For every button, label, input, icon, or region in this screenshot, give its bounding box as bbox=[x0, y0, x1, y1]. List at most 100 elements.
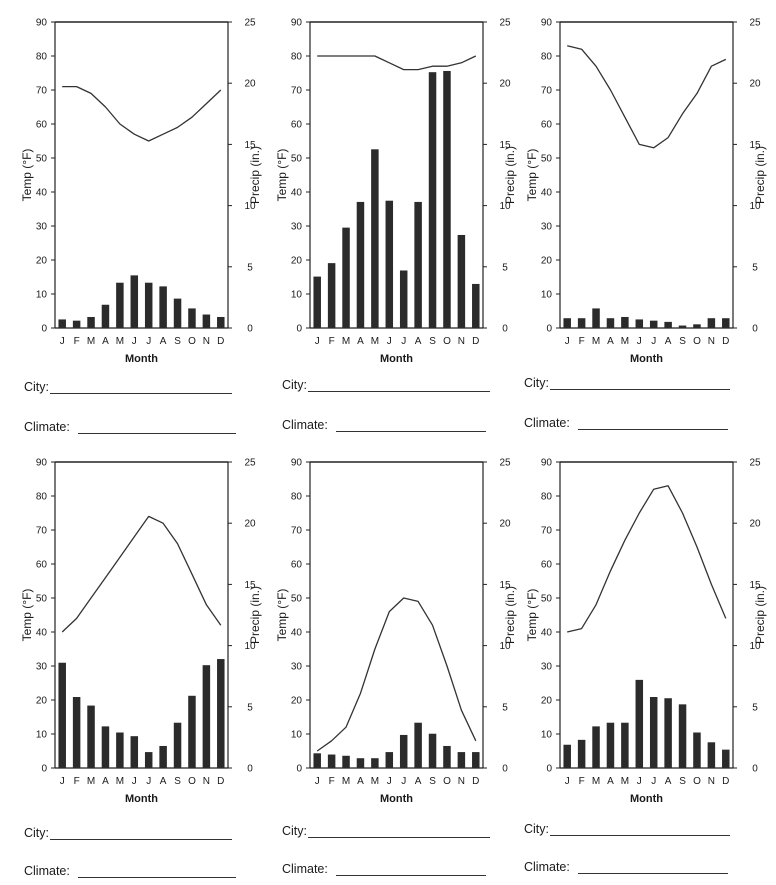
precip-bar bbox=[144, 282, 153, 328]
temp-tick-label: 0 bbox=[546, 324, 552, 335]
climate-field-5[interactable]: Climate: bbox=[282, 862, 486, 876]
temp-tick-label: 50 bbox=[36, 594, 48, 605]
month-axis-title: Month bbox=[630, 793, 663, 805]
precip-tick-label: 25 bbox=[499, 18, 511, 29]
city-label: City: bbox=[282, 824, 307, 838]
precip-bar bbox=[399, 734, 408, 768]
month-tick-label: S bbox=[174, 336, 181, 347]
month-tick-label: J bbox=[315, 776, 320, 787]
month-tick-label: J bbox=[401, 336, 406, 347]
precip-bar bbox=[58, 319, 66, 328]
month-tick-label: A bbox=[607, 336, 614, 347]
temp-tick-label: 40 bbox=[36, 188, 48, 199]
city-label: City: bbox=[282, 378, 307, 392]
precip-bar bbox=[356, 758, 365, 768]
month-tick-label: A bbox=[357, 336, 364, 347]
precip-tick-label: 15 bbox=[749, 140, 761, 151]
climate-field-6[interactable]: Climate: bbox=[524, 860, 728, 874]
temp-tick-label: 30 bbox=[541, 662, 553, 673]
month-tick-label: J bbox=[387, 336, 392, 347]
precip-axis-title: Precip (in.) bbox=[248, 146, 262, 204]
temp-tick-label: 70 bbox=[36, 526, 48, 537]
month-axis-title: Month bbox=[380, 793, 413, 805]
city-label: City: bbox=[24, 826, 49, 840]
temp-tick-label: 50 bbox=[541, 154, 553, 165]
month-tick-label: N bbox=[708, 336, 715, 347]
temp-tick-label: 40 bbox=[291, 628, 303, 639]
precip-bar bbox=[664, 321, 672, 328]
city-field-2[interactable]: City: bbox=[282, 378, 490, 392]
climate-label: Climate: bbox=[282, 418, 328, 432]
temp-tick-label: 90 bbox=[541, 18, 553, 29]
month-tick-label: M bbox=[342, 336, 350, 347]
precip-bar bbox=[313, 753, 321, 768]
precip-bar bbox=[144, 752, 153, 768]
precip-bar bbox=[188, 695, 196, 768]
precip-bar bbox=[722, 318, 730, 328]
climate-field-2[interactable]: Climate: bbox=[282, 418, 486, 432]
climate-field-3[interactable]: Climate: bbox=[524, 416, 728, 430]
precip-tick-label: 10 bbox=[749, 641, 761, 652]
precip-bar bbox=[621, 722, 629, 768]
precip-tick-label: 20 bbox=[749, 79, 761, 90]
temp-tick-label: 10 bbox=[291, 730, 303, 741]
city-field-5[interactable]: City: bbox=[282, 824, 490, 838]
month-tick-label: O bbox=[188, 776, 196, 787]
precip-bar bbox=[707, 318, 716, 328]
month-tick-label: D bbox=[217, 336, 224, 347]
temp-tick-label: 70 bbox=[291, 526, 303, 537]
climate-field-4[interactable]: Climate: bbox=[24, 864, 236, 878]
precip-bar bbox=[217, 659, 225, 768]
precip-bar bbox=[385, 200, 394, 328]
temp-tick-label: 40 bbox=[541, 628, 553, 639]
precip-bar bbox=[313, 276, 321, 328]
temp-tick-label: 40 bbox=[291, 188, 303, 199]
climate-label: Climate: bbox=[524, 860, 570, 874]
month-axis-title: Month bbox=[630, 353, 663, 365]
month-tick-label: J bbox=[651, 776, 656, 787]
month-tick-label: J bbox=[315, 336, 320, 347]
month-tick-label: N bbox=[708, 776, 715, 787]
month-tick-label: S bbox=[679, 336, 686, 347]
month-tick-label: D bbox=[722, 776, 729, 787]
precip-bar bbox=[173, 298, 182, 328]
temp-tick-label: 80 bbox=[541, 52, 553, 63]
precip-bar bbox=[87, 705, 95, 768]
temp-tick-label: 70 bbox=[36, 86, 48, 97]
city-field-6[interactable]: City: bbox=[524, 822, 730, 836]
precip-bar bbox=[414, 201, 422, 328]
temp-tick-label: 40 bbox=[541, 188, 553, 199]
city-field-1[interactable]: City: bbox=[24, 380, 232, 394]
month-tick-label: M bbox=[592, 336, 600, 347]
temp-tick-label: 0 bbox=[296, 324, 302, 335]
month-tick-label: A bbox=[665, 776, 672, 787]
month-tick-label: M bbox=[592, 776, 600, 787]
precip-tick-label: 15 bbox=[499, 580, 511, 591]
precip-tick-label: 15 bbox=[499, 140, 511, 151]
precip-bar bbox=[722, 749, 730, 768]
precip-bar bbox=[664, 698, 672, 768]
month-tick-label: A bbox=[160, 336, 167, 347]
city-field-3[interactable]: City: bbox=[524, 376, 730, 390]
precip-tick-label: 0 bbox=[247, 764, 253, 775]
temp-tick-label: 90 bbox=[36, 458, 48, 469]
month-tick-label: M bbox=[621, 336, 629, 347]
temp-tick-label: 50 bbox=[291, 154, 303, 165]
month-tick-label: J bbox=[651, 336, 656, 347]
temperature-line bbox=[567, 45, 727, 149]
precip-bar bbox=[635, 319, 644, 328]
temp-tick-label: 10 bbox=[36, 290, 48, 301]
city-field-4[interactable]: City: bbox=[24, 826, 232, 840]
climate-field-1[interactable]: Climate: bbox=[24, 420, 236, 434]
precip-bar bbox=[202, 314, 211, 328]
precip-bar bbox=[428, 72, 437, 329]
month-tick-label: J bbox=[401, 776, 406, 787]
precip-tick-label: 0 bbox=[247, 324, 253, 335]
month-tick-label: M bbox=[116, 336, 124, 347]
month-tick-label: A bbox=[357, 776, 364, 787]
temperature-line bbox=[317, 55, 477, 71]
month-tick-label: D bbox=[217, 776, 224, 787]
precip-axis-title: Precip (in.) bbox=[503, 586, 517, 644]
temp-tick-label: 40 bbox=[36, 628, 48, 639]
temp-axis-title: Temp (°F) bbox=[20, 589, 34, 642]
